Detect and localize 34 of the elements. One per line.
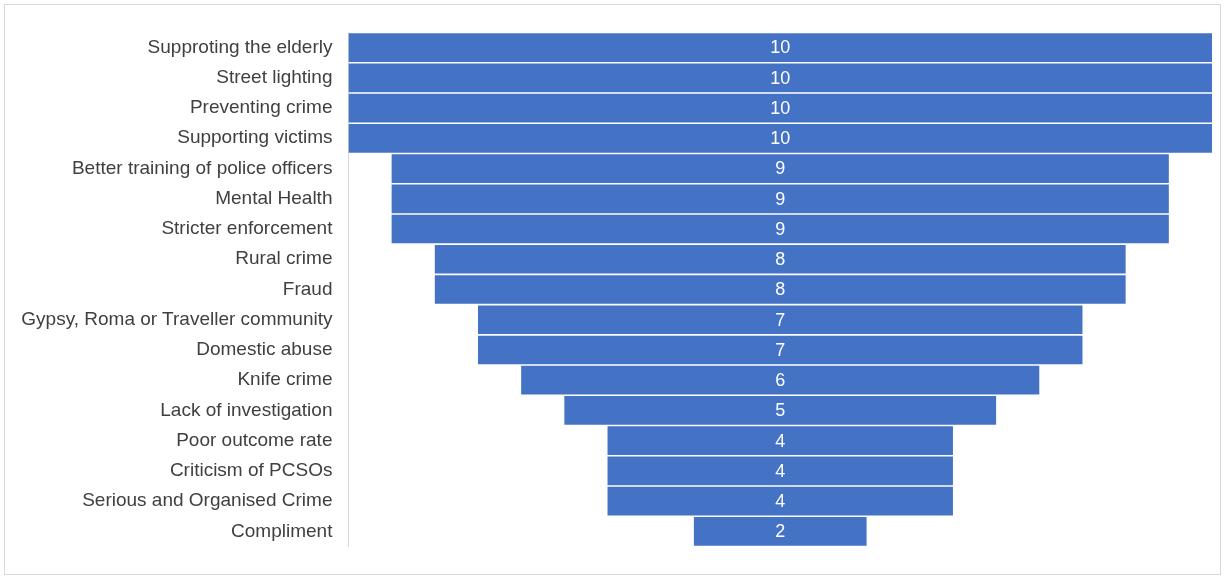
data-label: 6 bbox=[775, 370, 786, 391]
category-label: Compliment bbox=[231, 519, 334, 541]
data-label: 4 bbox=[775, 430, 786, 451]
category-label: Fraud bbox=[282, 277, 333, 299]
data-label: 8 bbox=[775, 279, 786, 300]
category-label: Serious and Organised Crime bbox=[82, 489, 333, 511]
category-label: Criticism of PCSOs bbox=[169, 459, 333, 481]
category-label: Mental Health bbox=[215, 186, 333, 208]
category-label: Knife crime bbox=[237, 368, 333, 390]
data-label: 10 bbox=[770, 97, 791, 118]
data-label: 4 bbox=[775, 460, 786, 481]
category-label: Better training of police officers bbox=[71, 156, 333, 178]
category-label: Poor outcome rate bbox=[176, 428, 333, 450]
data-label: 2 bbox=[775, 521, 786, 542]
category-label: Lack of investigation bbox=[160, 398, 333, 420]
category-label: Stricter enforcement bbox=[161, 217, 334, 239]
category-label: Domestic abuse bbox=[196, 338, 333, 360]
data-label: 9 bbox=[775, 218, 786, 239]
category-label: Gypsy, Roma or Traveller community bbox=[21, 307, 333, 329]
category-label: Rural crime bbox=[235, 247, 333, 269]
category-label: Supporting victims bbox=[177, 126, 333, 148]
data-label: 10 bbox=[770, 37, 791, 58]
category-label: Preventing crime bbox=[189, 96, 333, 118]
data-label: 9 bbox=[775, 188, 786, 209]
data-label: 8 bbox=[775, 249, 786, 270]
category-label: Street lighting bbox=[216, 66, 333, 87]
data-label: 4 bbox=[775, 491, 786, 512]
data-label: 7 bbox=[775, 339, 786, 360]
data-label: 5 bbox=[775, 400, 786, 421]
data-label: 9 bbox=[775, 158, 786, 179]
data-label: 10 bbox=[770, 128, 791, 149]
data-label: 10 bbox=[770, 67, 791, 88]
category-label: Supproting the elderly bbox=[147, 35, 333, 57]
data-label: 7 bbox=[775, 309, 786, 330]
